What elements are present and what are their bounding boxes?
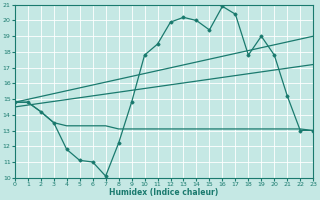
X-axis label: Humidex (Indice chaleur): Humidex (Indice chaleur)	[109, 188, 219, 197]
